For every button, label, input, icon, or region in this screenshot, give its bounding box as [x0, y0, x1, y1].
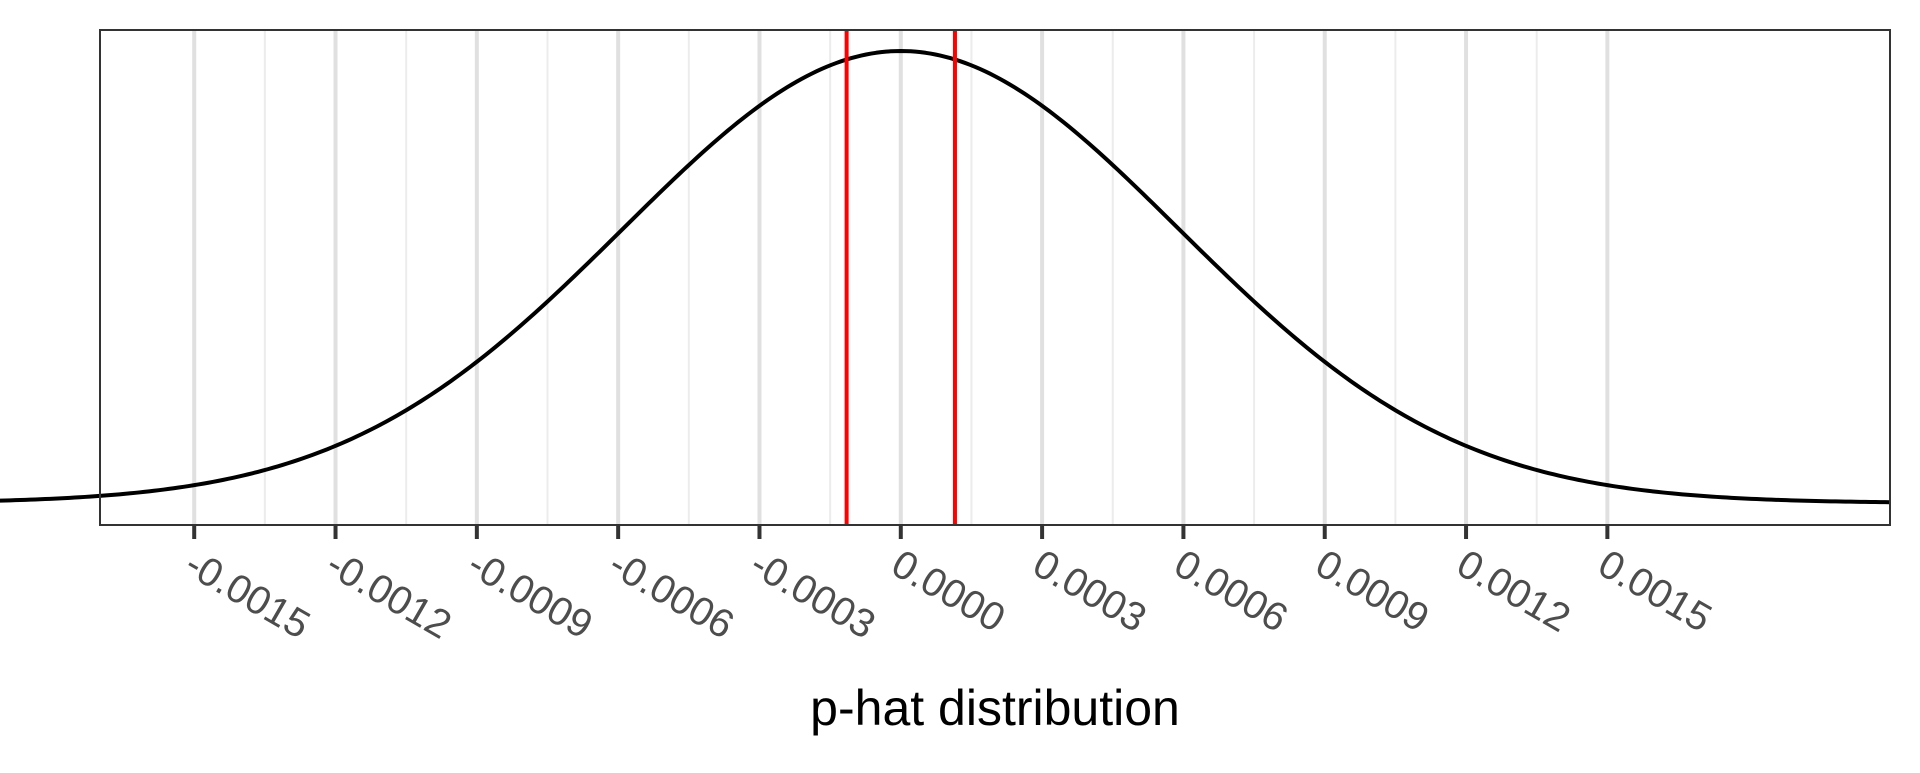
x-tick-label: -0.0015	[178, 542, 317, 648]
x-tick-label: 0.0012	[1450, 542, 1578, 641]
x-axis: -0.0015 -0.0012 -0.0009 -0.0006 -0.0003 0.000…	[178, 525, 1719, 648]
density-curve	[0, 49, 1891, 505]
x-tick-label: -0.0012	[319, 542, 458, 648]
panel-border	[99, 29, 1891, 526]
data-layer	[0, 30, 1891, 525]
x-tick-label: 0.0006	[1167, 542, 1295, 641]
x-axis-title: p-hat distribution	[810, 680, 1180, 736]
x-tick-label: 0.0003	[1026, 542, 1154, 641]
x-tick-label: -0.0006	[602, 542, 741, 648]
x-tick-label: 0.0009	[1308, 542, 1436, 641]
x-tick-label: -0.0009	[460, 542, 599, 648]
x-tick-label: 0.0015	[1591, 542, 1719, 641]
x-tick-label: 0.0000	[884, 542, 1012, 641]
x-tick-label: -0.0003	[743, 542, 882, 648]
grid-layer	[192, 30, 1610, 525]
